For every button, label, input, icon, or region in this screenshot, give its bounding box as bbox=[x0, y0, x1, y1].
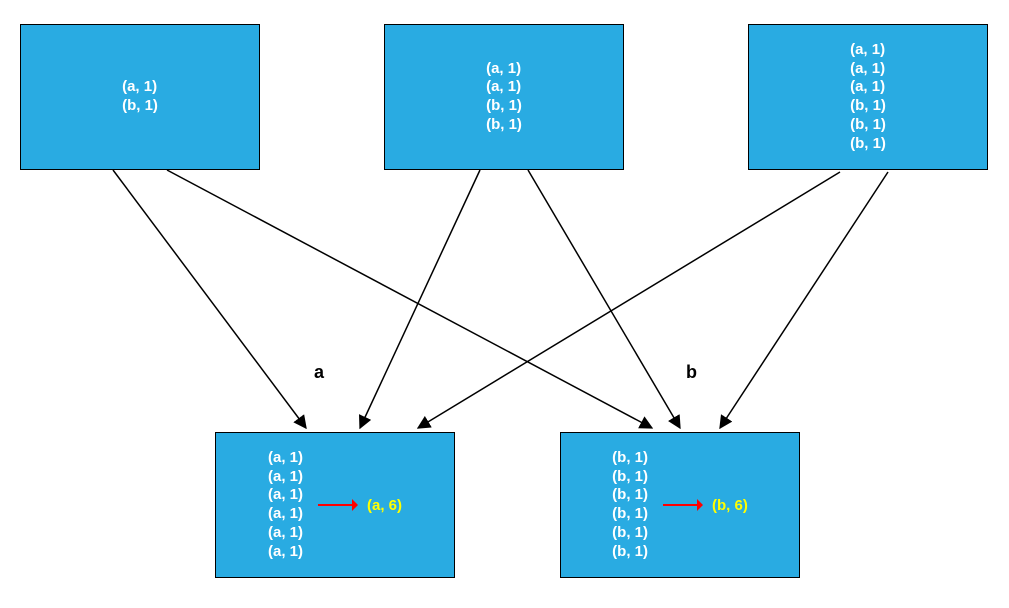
node-line: (b, 1) bbox=[612, 505, 648, 524]
node-top-right: (a, 1)(a, 1)(a, 1)(b, 1)(b, 1)(b, 1) bbox=[748, 24, 988, 170]
node-label-b: b bbox=[686, 362, 697, 383]
node-bottom-right: (b, 1)(b, 1)(b, 1)(b, 1)(b, 1)(b, 1)(b, … bbox=[560, 432, 800, 578]
node-lines: (a, 1)(a, 1)(a, 1)(b, 1)(b, 1)(b, 1) bbox=[850, 41, 886, 154]
result-text: (b, 6) bbox=[712, 497, 748, 514]
node-line: (b, 1) bbox=[850, 116, 886, 135]
edge-3 bbox=[528, 170, 680, 428]
node-line: (a, 1) bbox=[268, 486, 303, 505]
node-top-left: (a, 1)(b, 1) bbox=[20, 24, 260, 170]
node-lines: (a, 1)(a, 1)(b, 1)(b, 1) bbox=[486, 60, 522, 135]
node-line: (b, 1) bbox=[612, 449, 648, 468]
edge-4 bbox=[418, 172, 840, 428]
result-wrap: (a, 6) bbox=[317, 497, 402, 514]
node-line: (a, 1) bbox=[268, 543, 303, 562]
node-line: (a, 1) bbox=[122, 78, 157, 97]
edge-5 bbox=[720, 172, 888, 428]
node-lines: (b, 1)(b, 1)(b, 1)(b, 1)(b, 1)(b, 1) bbox=[612, 449, 648, 562]
node-line: (a, 1) bbox=[268, 505, 303, 524]
result-arrow-icon bbox=[317, 498, 359, 512]
node-line: (a, 1) bbox=[850, 41, 885, 60]
node-line: (b, 1) bbox=[486, 116, 522, 135]
node-bottom-left: (a, 1)(a, 1)(a, 1)(a, 1)(a, 1)(a, 1)(a, … bbox=[215, 432, 455, 578]
node-line: (a, 1) bbox=[850, 78, 885, 97]
node-line: (a, 1) bbox=[268, 468, 303, 487]
node-lines: (a, 1)(a, 1)(a, 1)(a, 1)(a, 1)(a, 1) bbox=[268, 449, 303, 562]
node-line: (a, 1) bbox=[486, 78, 521, 97]
node-line: (a, 1) bbox=[486, 60, 521, 79]
node-lines: (a, 1)(b, 1) bbox=[122, 78, 158, 116]
edge-0 bbox=[113, 170, 306, 428]
result-text: (a, 6) bbox=[367, 497, 402, 514]
edge-2 bbox=[360, 170, 480, 428]
result-wrap: (b, 6) bbox=[662, 497, 748, 514]
node-line: (a, 1) bbox=[268, 524, 303, 543]
diagram-stage: (a, 1)(b, 1)(a, 1)(a, 1)(b, 1)(b, 1)(a, … bbox=[0, 0, 1009, 608]
edge-1 bbox=[167, 170, 652, 428]
node-label-a: a bbox=[314, 362, 324, 383]
node-line: (b, 1) bbox=[122, 97, 158, 116]
node-line: (b, 1) bbox=[612, 486, 648, 505]
node-line: (b, 1) bbox=[850, 97, 886, 116]
node-line: (a, 1) bbox=[268, 449, 303, 468]
node-line: (b, 1) bbox=[612, 524, 648, 543]
node-line: (b, 1) bbox=[850, 135, 886, 154]
node-line: (a, 1) bbox=[850, 60, 885, 79]
node-line: (b, 1) bbox=[612, 543, 648, 562]
node-top-mid: (a, 1)(a, 1)(b, 1)(b, 1) bbox=[384, 24, 624, 170]
result-arrow-icon bbox=[662, 498, 704, 512]
node-line: (b, 1) bbox=[486, 97, 522, 116]
node-line: (b, 1) bbox=[612, 468, 648, 487]
